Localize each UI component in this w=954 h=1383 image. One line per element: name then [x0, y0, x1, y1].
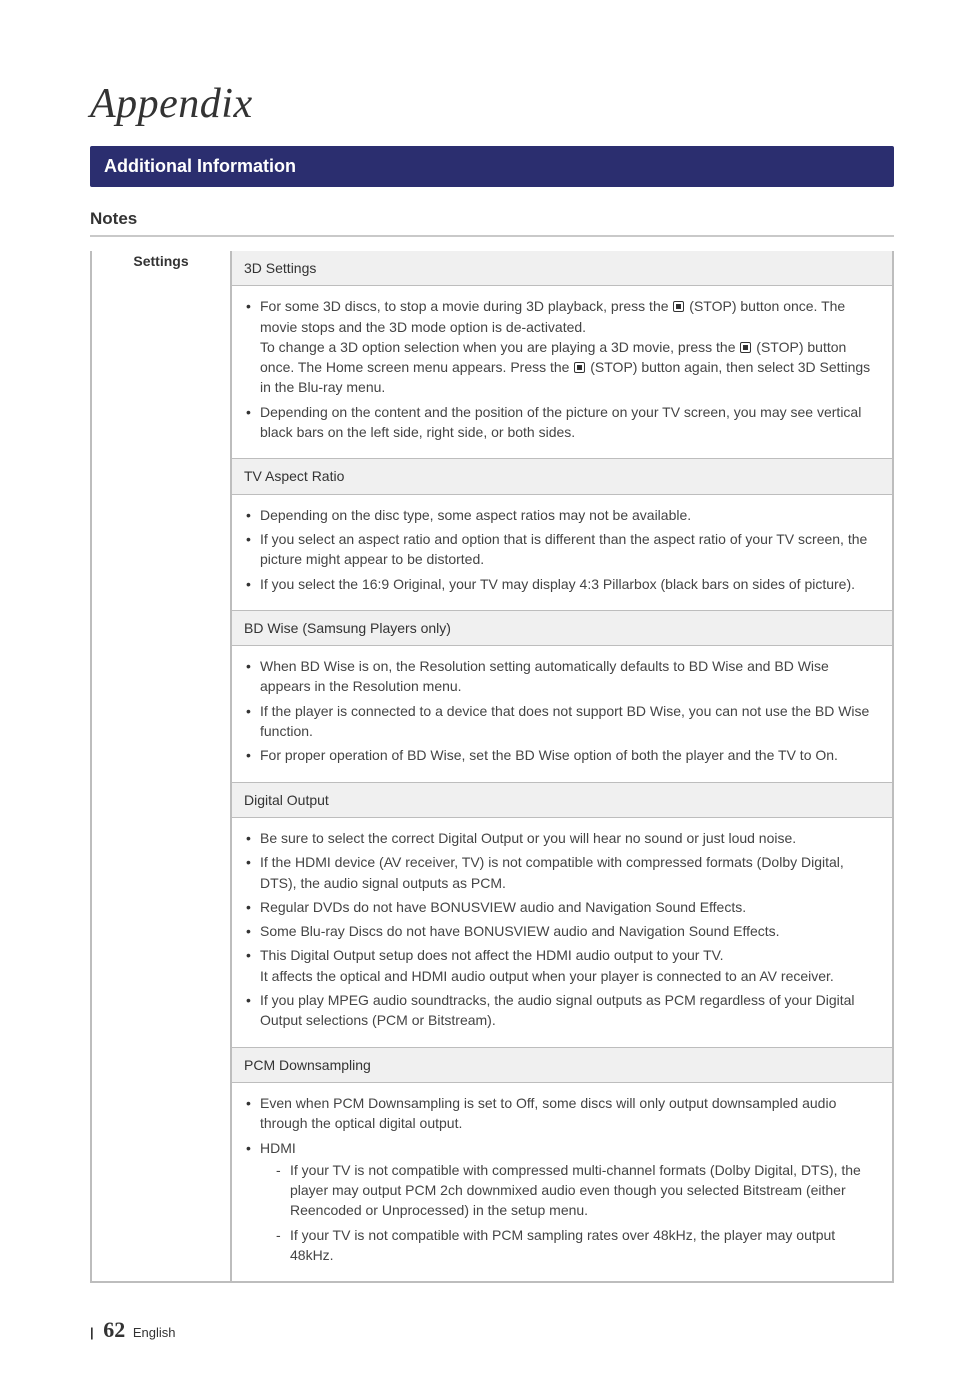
settings-notes-cell: 3D Settings For some 3D discs, to stop a…: [231, 251, 893, 1282]
note-title: 3D Settings: [232, 251, 892, 286]
note-body: Be sure to select the correct Digital Ou…: [232, 818, 892, 1047]
note-bullet: Regular DVDs do not have BONUSVIEW audio…: [244, 897, 880, 917]
note-body: For some 3D discs, to stop a movie durin…: [232, 286, 892, 458]
section-heading-bar: Additional Information: [90, 146, 894, 187]
note-title: TV Aspect Ratio: [232, 459, 892, 494]
note-row-3d-settings: 3D Settings For some 3D discs, to stop a…: [232, 251, 892, 458]
stop-icon: [673, 301, 684, 312]
note-bullet: When BD Wise is on, the Resolution setti…: [244, 656, 880, 697]
manual-page: Appendix Additional Information Notes Se…: [0, 0, 954, 1383]
note-bullet: If the HDMI device (AV receiver, TV) is …: [244, 852, 880, 893]
note-text: This Digital Output setup does not affec…: [260, 947, 724, 963]
note-bullet: Depending on the disc type, some aspect …: [244, 505, 880, 525]
note-bullet: Even when PCM Downsampling is set to Off…: [244, 1093, 880, 1134]
note-text: It affects the optical and HDMI audio ou…: [260, 968, 834, 984]
note-bullet: If you select the 16:9 Original, your TV…: [244, 574, 880, 594]
note-text: HDMI: [260, 1140, 296, 1156]
stop-icon: [740, 342, 751, 353]
note-row-bd-wise: BD Wise (Samsung Players only) When BD W…: [232, 610, 892, 782]
notes-table: Settings 3D Settings For some 3D discs, …: [90, 251, 894, 1283]
note-text: To change a 3D option selection when you…: [260, 339, 739, 355]
settings-category-cell: Settings: [91, 251, 231, 1282]
note-sublist: If your TV is not compatible with compre…: [260, 1160, 880, 1265]
stop-icon: [574, 362, 585, 373]
note-row-digital-output: Digital Output Be sure to select the cor…: [232, 782, 892, 1047]
note-bullet: Some Blu-ray Discs do not have BONUSVIEW…: [244, 921, 880, 941]
note-bullet: HDMI If your TV is not compatible with c…: [244, 1138, 880, 1266]
note-body: When BD Wise is on, the Resolution setti…: [232, 646, 892, 781]
note-bullet: Depending on the content and the positio…: [244, 402, 880, 443]
note-sub-bullet: If your TV is not compatible with compre…: [276, 1160, 880, 1221]
note-row-pcm-downsampling: PCM Downsampling Even when PCM Downsampl…: [232, 1047, 892, 1282]
note-text: For some 3D discs, to stop a movie durin…: [260, 298, 672, 314]
note-bullet: For proper operation of BD Wise, set the…: [244, 745, 880, 765]
footer-language: English: [133, 1325, 176, 1340]
note-bullet: Be sure to select the correct Digital Ou…: [244, 828, 880, 848]
note-title: Digital Output: [232, 783, 892, 818]
subheading-notes: Notes: [90, 209, 894, 237]
note-body: Even when PCM Downsampling is set to Off…: [232, 1083, 892, 1281]
note-bullet: If you play MPEG audio soundtracks, the …: [244, 990, 880, 1031]
chapter-title: Appendix: [90, 80, 894, 128]
note-bullet: For some 3D discs, to stop a movie durin…: [244, 296, 880, 397]
note-sub-bullet: If your TV is not compatible with PCM sa…: [276, 1225, 880, 1266]
footer-divider: |: [90, 1325, 94, 1340]
note-body: Depending on the disc type, some aspect …: [232, 495, 892, 610]
note-title: PCM Downsampling: [232, 1048, 892, 1083]
note-bullet: This Digital Output setup does not affec…: [244, 945, 880, 986]
note-bullet: If you select an aspect ratio and option…: [244, 529, 880, 570]
note-title: BD Wise (Samsung Players only): [232, 611, 892, 646]
note-row-tv-aspect: TV Aspect Ratio Depending on the disc ty…: [232, 458, 892, 609]
page-footer: | 62 English: [90, 1317, 894, 1343]
note-bullet: If the player is connected to a device t…: [244, 701, 880, 742]
settings-category-label: Settings: [133, 253, 188, 269]
